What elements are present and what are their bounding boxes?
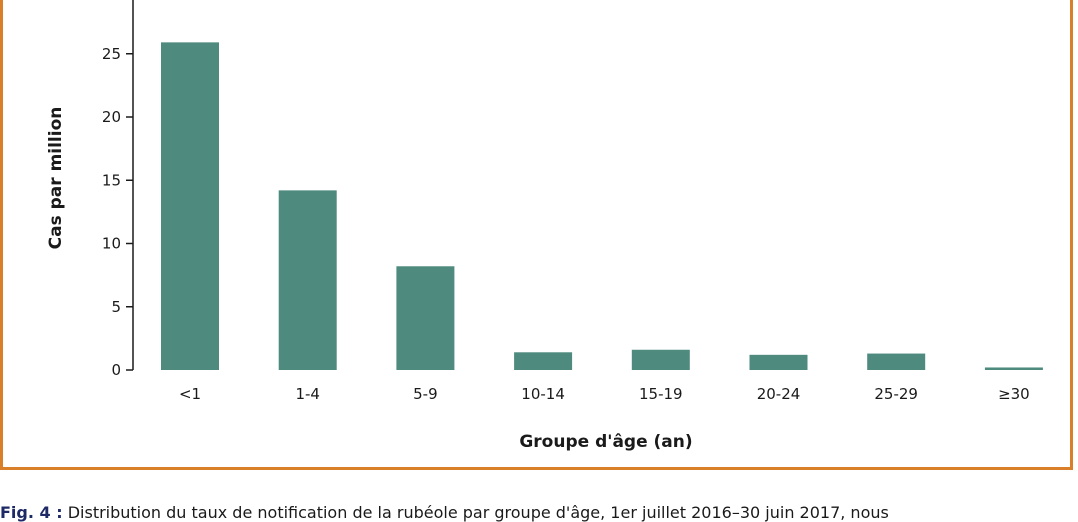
y-axis-title: Cas par million bbox=[46, 107, 66, 250]
bar-2 bbox=[278, 190, 337, 370]
y-tick-label: 5 bbox=[111, 298, 121, 316]
x-tick-label: ≥30 bbox=[998, 385, 1030, 403]
x-tick-label: 15-19 bbox=[639, 385, 683, 403]
x-tick-label: 25-29 bbox=[874, 385, 918, 403]
y-tick-label: 25 bbox=[102, 45, 121, 63]
x-tick-label: <1 bbox=[179, 385, 201, 403]
x-axis-ticks: <1 1-4 5-9 10-14 15-19 20-24 25-29 ≥30 bbox=[179, 385, 1030, 403]
figure-caption: Fig. 4 : Distribution du taux de notific… bbox=[0, 503, 1078, 522]
figure-frame bbox=[0, 0, 1073, 470]
bar-5 bbox=[631, 349, 690, 370]
bar-1 bbox=[161, 42, 219, 371]
x-tick-label: 1-4 bbox=[295, 385, 320, 403]
y-tick-label: 10 bbox=[102, 235, 121, 253]
y-tick-label: 0 bbox=[111, 361, 121, 379]
caption-lead: Fig. 4 : bbox=[0, 503, 63, 522]
bar-3 bbox=[396, 266, 455, 370]
y-tick-label: 15 bbox=[102, 171, 121, 189]
x-tick-label: 5-9 bbox=[413, 385, 438, 403]
x-axis-title: Groupe d'âge (an) bbox=[519, 432, 692, 452]
y-axis-ticks: 0 5 10 15 20 25 bbox=[102, 45, 133, 379]
y-tick-label: 20 bbox=[102, 108, 121, 126]
x-tick-label: 20-24 bbox=[757, 385, 801, 403]
bar-7 bbox=[867, 353, 926, 370]
x-tick-label: 10-14 bbox=[521, 385, 565, 403]
bar-8 bbox=[984, 367, 1043, 370]
bar-4 bbox=[514, 352, 573, 370]
bar-6 bbox=[749, 354, 808, 370]
bars bbox=[161, 42, 1043, 371]
caption-text: Distribution du taux de notification de … bbox=[62, 503, 889, 522]
